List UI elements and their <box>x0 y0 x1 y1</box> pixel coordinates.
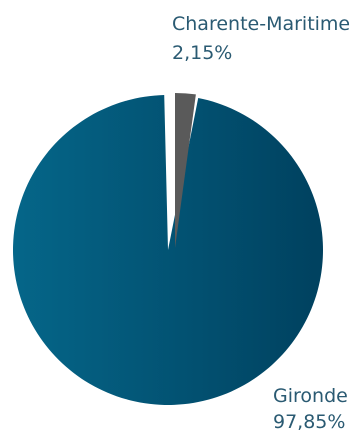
charente-maritime-label: Charente-Maritime <box>172 13 350 35</box>
pie-slice-charente-maritime <box>175 93 196 248</box>
charente-maritime-value: 2,15% <box>172 42 232 64</box>
pie-slice-gironde <box>13 95 324 406</box>
gironde-label: Gironde <box>273 385 348 407</box>
gironde-value: 97,85% <box>273 411 345 433</box>
